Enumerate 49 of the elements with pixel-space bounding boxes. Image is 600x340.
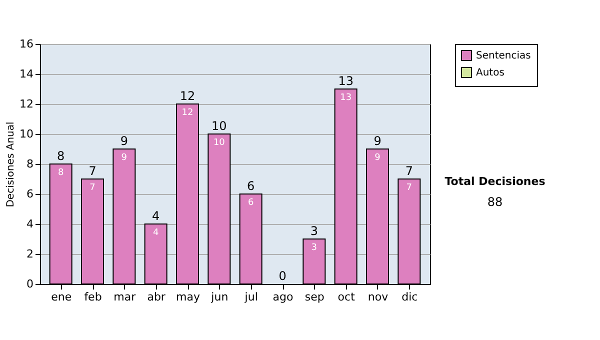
data-label: 9 [121,153,128,163]
y-axis-title: Decisiones Anual [6,122,17,208]
x-tick-label: jul [244,290,258,304]
data-label: 8 [58,168,64,178]
y-tick-label: 10 [20,128,34,140]
y-tick-label: 4 [26,218,34,230]
total-label: 0 [278,269,286,283]
total-label: 13 [338,74,354,88]
total-label: 3 [310,224,318,238]
legend-label: Autos [476,68,504,78]
x-tick-label: abr [147,290,166,304]
total-label: 12 [180,89,196,103]
y-tick-label: 0 [26,278,34,290]
x-tick-label: may [176,290,200,304]
legend-label: Sentencias [476,50,531,62]
total-label: 9 [374,134,382,148]
data-label: 7 [406,183,412,193]
x-tick-label: nov [368,290,389,304]
x-tick-label: sep [304,290,324,304]
data-label: 12 [182,108,194,118]
y-tick-label: 14 [20,68,34,80]
x-tick-label: ago [272,290,294,304]
y-tick-label: 12 [20,98,34,110]
total-label: 9 [120,134,128,148]
data-label: 3 [311,243,318,253]
y-tick-label: 8 [26,158,34,170]
y-tick-label: 2 [26,248,34,260]
total-label: 7 [405,164,413,178]
data-label: 4 [152,228,159,238]
total-label: 10 [212,119,227,133]
data-label: 13 [340,93,352,103]
total-label: 8 [57,149,65,163]
data-label: 6 [248,198,254,208]
total-label: 6 [247,179,255,193]
x-tick-label: ene [51,290,72,304]
data-label: 10 [213,138,226,148]
x-tick-label: mar [114,290,136,304]
data-label: 7 [90,183,96,193]
text: Total Decisiones [444,175,546,188]
x-tick-label: oct [338,290,356,304]
total-label: 4 [152,209,160,223]
total-label: 7 [88,164,96,178]
y-tick-label: 6 [26,188,34,200]
x-tick-label: jun [210,290,228,304]
x-tick-label: feb [84,290,102,304]
data-label: 9 [374,153,381,163]
x-tick-label: dic [402,290,418,304]
text: 88 [487,195,503,209]
y-tick-label: 16 [20,38,34,50]
